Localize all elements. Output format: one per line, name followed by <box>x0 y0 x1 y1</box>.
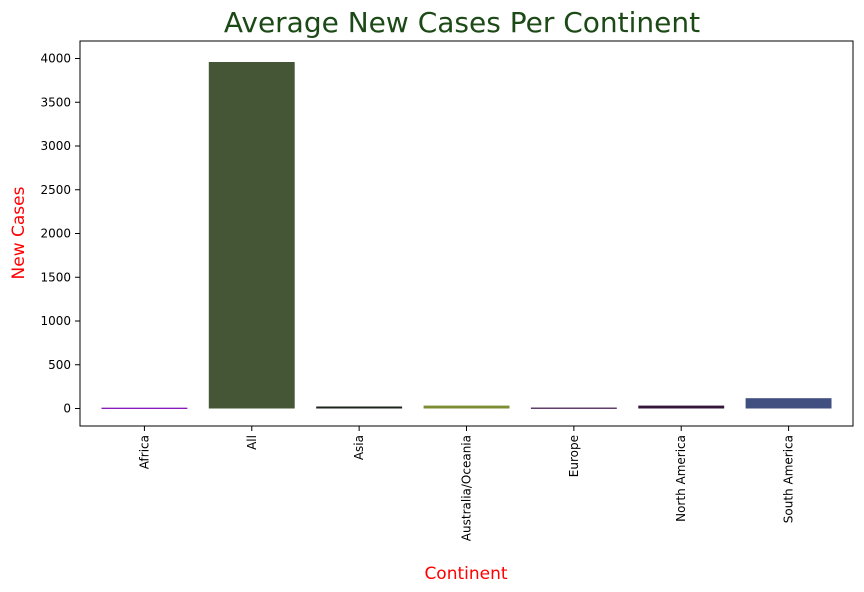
y-tick-label: 3000 <box>40 139 71 153</box>
bar-europe <box>530 407 617 409</box>
y-tick-label: 3500 <box>40 95 71 109</box>
y-tick-label: 1000 <box>40 314 71 328</box>
bar-south-america <box>745 398 832 409</box>
plot-area <box>79 40 854 427</box>
y-tick-label: 0 <box>63 402 71 416</box>
y-tick-label: 4000 <box>40 52 71 66</box>
x-axis-title: Continent <box>424 564 507 584</box>
x-tick-label: Europe <box>567 435 581 477</box>
y-axis-title: New Cases <box>9 186 29 279</box>
y-axis: 0 500 1000 1500 2000 2500 3000 3500 4000 <box>40 52 80 416</box>
x-tick-label: Australia/Oceania <box>460 435 474 541</box>
x-tick-label: Asia <box>352 435 366 460</box>
y-tick-label: 1500 <box>40 270 71 284</box>
x-tick-label: All <box>245 435 259 450</box>
bar-all <box>208 62 295 409</box>
x-axis: Africa All Asia Australia/Oceania Europe Nort… <box>137 426 796 541</box>
bars-group <box>101 62 832 409</box>
y-tick-label: 2500 <box>40 183 71 197</box>
y-tick-label: 500 <box>48 358 71 372</box>
y-tick-label: 2000 <box>40 227 71 241</box>
bar-north-america <box>638 405 725 409</box>
bar-africa <box>101 407 188 409</box>
x-tick-label: North America <box>674 435 688 522</box>
x-tick-label: South America <box>782 435 796 523</box>
x-tick-label: Africa <box>137 435 151 469</box>
bar-asia <box>316 406 403 409</box>
bar-australia-oceania <box>423 405 510 409</box>
chart-title: Average New Cases Per Continent <box>224 6 700 39</box>
